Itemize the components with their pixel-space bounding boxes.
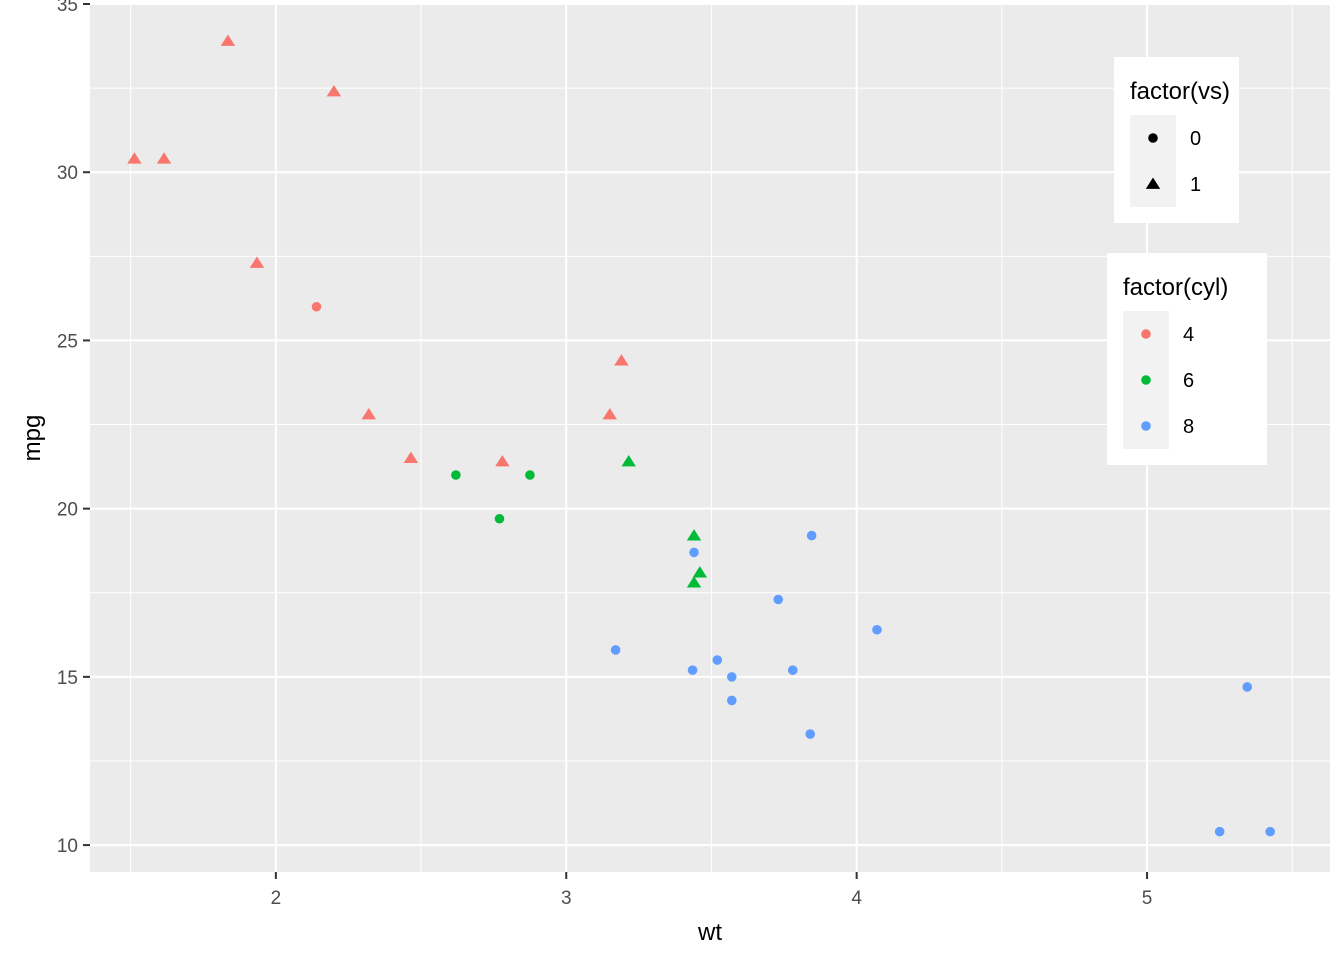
data-point [726, 672, 737, 682]
data-point [602, 407, 618, 420]
data-point [787, 665, 798, 675]
y-tick-label: 15 [57, 668, 78, 689]
data-point [1265, 826, 1275, 837]
legend-key-glyph [1141, 375, 1151, 385]
x-tick-label: 2 [271, 888, 282, 909]
data-point [806, 530, 817, 541]
legend-title: factor(cyl) [1123, 274, 1228, 301]
y-tick-label: 20 [57, 500, 78, 521]
data-point [686, 529, 702, 541]
legend-label: 0 [1190, 128, 1201, 150]
data-point [726, 695, 737, 706]
data-point [610, 645, 621, 655]
data-point [451, 470, 461, 480]
y-tick-label: 10 [57, 836, 78, 857]
legend-key-glyph [1141, 329, 1151, 339]
x-tick-label: 3 [561, 888, 572, 909]
data-point [1242, 682, 1253, 692]
legend-label: 4 [1183, 324, 1194, 346]
data-point [621, 455, 636, 467]
legend-color: factor(cyl) 4 6 8 [1107, 253, 1267, 465]
legend-key-glyph [1148, 133, 1158, 143]
data-point [403, 451, 419, 464]
data-point [326, 84, 342, 97]
data-point [494, 513, 505, 524]
data-point [805, 729, 815, 739]
data-point [687, 665, 698, 675]
x-tick-label: 5 [1142, 888, 1153, 909]
legend-label: 1 [1190, 174, 1201, 196]
data-point [156, 152, 172, 164]
data-point [361, 407, 376, 420]
y-axis-title: mpg [19, 415, 46, 462]
data-point [712, 655, 723, 665]
data-point [1214, 826, 1225, 837]
data-points [127, 34, 1275, 837]
data-point [686, 576, 702, 588]
x-axis-title: wt [697, 919, 722, 946]
y-tick-label: 25 [57, 331, 78, 352]
legend-title: factor(vs) [1130, 78, 1230, 105]
y-axis: 10 15 20 25 30 35 [57, 0, 90, 857]
legend-key-glyph [1141, 421, 1151, 431]
y-tick-label: 30 [57, 163, 78, 184]
x-axis: 2 3 4 5 [271, 872, 1153, 909]
legend-shape: factor(vs) 0 1 [1114, 57, 1239, 223]
data-point [525, 470, 535, 480]
data-point [872, 624, 882, 635]
data-point [495, 455, 510, 467]
data-point [249, 256, 265, 268]
data-point [311, 301, 322, 312]
legends: factor(vs) 0 1 factor(cyl) 4 6 8 [1107, 57, 1267, 465]
y-tick-label: 35 [57, 0, 78, 16]
data-point [614, 354, 629, 366]
data-point [220, 34, 236, 46]
data-point [127, 152, 142, 164]
data-point [773, 594, 784, 605]
legend-key-glyph [1145, 177, 1161, 189]
data-point [689, 547, 699, 558]
legend-label: 8 [1183, 416, 1194, 438]
legend-label: 6 [1183, 370, 1194, 392]
x-tick-label: 4 [851, 888, 862, 909]
data-point [692, 566, 708, 578]
